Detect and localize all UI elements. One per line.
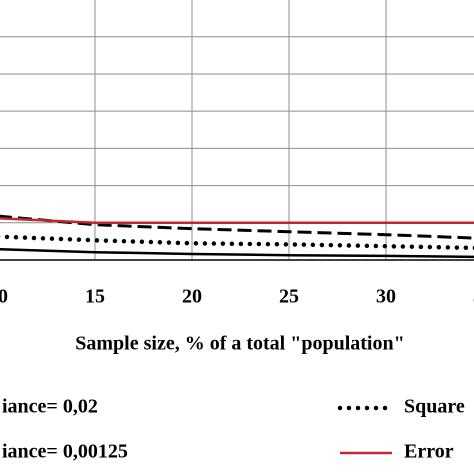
- series-line: [0, 214, 474, 240]
- legend-label: iance= 0,00125: [2, 441, 128, 463]
- series-line: [0, 248, 474, 259]
- series-line: [0, 234, 474, 251]
- x-tick-label: 10: [0, 286, 8, 308]
- x-tick-label: 15: [85, 286, 105, 308]
- legend-item: Error: [340, 441, 454, 463]
- legend-item: iance= 0,00125: [2, 441, 128, 463]
- legend-item: iance= 0,02: [2, 396, 98, 418]
- x-axis-label: Sample size, % of a total "population": [75, 333, 404, 355]
- legend-label: Square: [404, 396, 465, 418]
- legend-item: Square: [337, 396, 465, 418]
- legend-label: Error: [404, 441, 454, 463]
- x-tick-label: 25: [279, 286, 299, 308]
- series-line: [0, 217, 474, 225]
- x-tick-label: 20: [182, 286, 202, 308]
- x-tick-label: 30: [376, 286, 396, 308]
- legend-label: iance= 0,02: [2, 396, 98, 418]
